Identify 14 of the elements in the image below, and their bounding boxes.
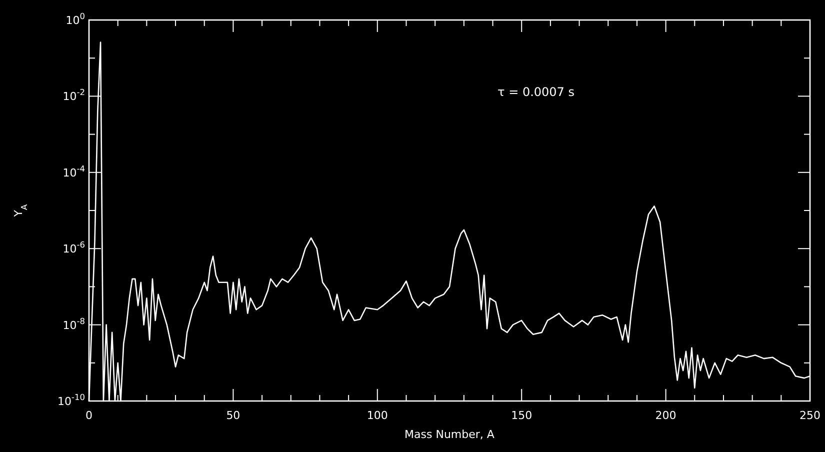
y-tick-label: 10$^{-8}$ <box>62 316 85 332</box>
y-tick-label: 10$^{0}$ <box>66 11 85 27</box>
x-tick-label: 250 <box>800 409 820 422</box>
x-tick-label: 0 <box>86 409 92 422</box>
y-tick-label: 10$^{-2}$ <box>62 87 85 104</box>
y-tick-label: 10$^{-4}$ <box>62 163 85 180</box>
x-axis-title: Mass Number, A <box>404 428 495 441</box>
y-tick-label: 10$^{-10}$ <box>58 392 85 408</box>
annotation: τ = 0.0007 s <box>498 85 575 99</box>
x-tick-label: 200 <box>655 409 676 422</box>
x-tick-label: 150 <box>511 409 532 422</box>
y-tick-label: 10$^{-6}$ <box>62 240 85 256</box>
x-tick-label: 100 <box>366 409 388 422</box>
x-tick-label: 50 <box>226 409 240 422</box>
